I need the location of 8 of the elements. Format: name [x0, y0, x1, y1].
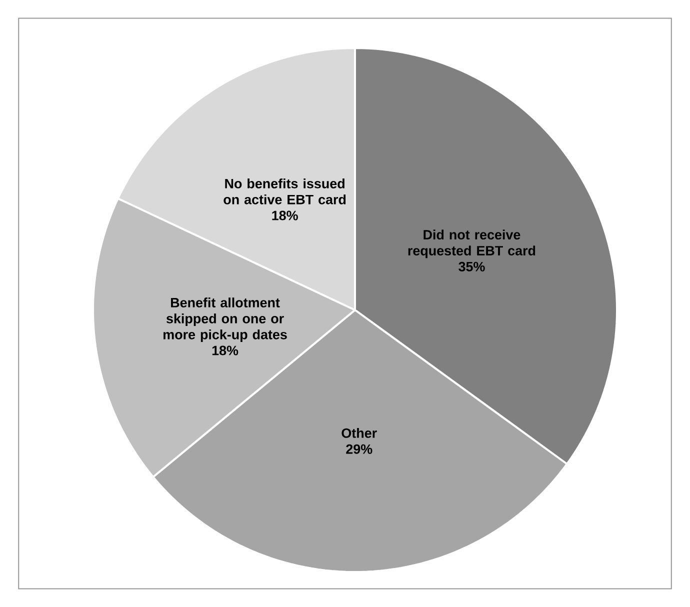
data-label: 29%	[346, 444, 372, 454]
data-label: 18%	[212, 346, 238, 356]
slice-label: No benefits issued on active EBT card	[224, 178, 346, 204]
data-label: 35%	[458, 262, 485, 272]
slice-label: Did not receive requested EBT card	[408, 230, 536, 258]
slice-label: Benefit allotment skipped on one or more pick-up dates	[164, 298, 287, 342]
data-label: 18%	[272, 210, 298, 220]
slice-label: Other	[342, 428, 377, 438]
